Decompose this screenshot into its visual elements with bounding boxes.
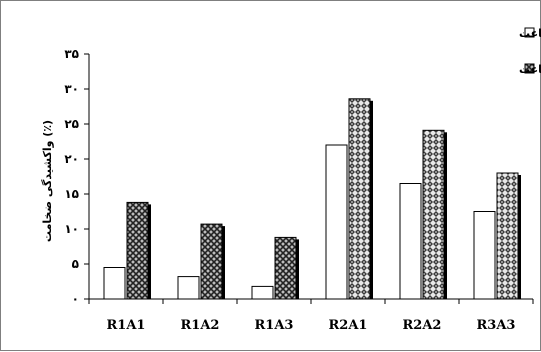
legend: پس از ۲ ساعت پس از ۲۴ ساعت (519, 27, 541, 76)
x-tick-label: R1A3 (255, 318, 294, 333)
legend-label-series-2: پس از ۲۴ ساعت (519, 63, 541, 76)
bar-r1a3-series-2 (274, 236, 297, 300)
legend-label-series-1: پس از ۲ ساعت (519, 27, 541, 40)
label-layer: ۰ ۵ ۱۰ ۱۵ ۲۰ ۲۵ ۳۰ ۳۵ R1A1 R1A2 R1A3 R2A1 R2A2 R3A3 (64, 47, 515, 333)
bar-r1a1-series-1 (103, 267, 126, 300)
bar-r1a3-series-1 (251, 285, 274, 300)
bar-r2a2-series-1 (399, 183, 422, 300)
bar-r1a1-series-2 (126, 201, 149, 300)
x-tick-label: R1A2 (181, 318, 220, 333)
y-tick-label: ۵ (72, 257, 79, 271)
y-tick-label: ۰ (72, 292, 79, 306)
legend-swatch-series-1 (524, 27, 535, 38)
y-tick-label: ۳۰ (64, 82, 79, 96)
y-tick-label: ۲۵ (64, 117, 79, 131)
axis-layer (84, 53, 534, 304)
bar-r2a1-series-1 (325, 144, 348, 300)
bar-r2a2-series-2 (422, 129, 445, 300)
x-tick-label: R2A1 (329, 318, 368, 333)
bar-r2a1-series-2 (348, 98, 371, 300)
y-axis-title: واکشیدگی ضخامت (٪) (41, 120, 54, 242)
x-tick-label: R3A3 (477, 318, 516, 333)
x-tick-label: R2A2 (403, 318, 442, 333)
y-tick-label: ۳۵ (64, 47, 79, 61)
y-tick-label: ۲۰ (64, 152, 79, 166)
legend-swatch-series-2 (524, 63, 535, 74)
x-tick-label: R1A1 (107, 318, 146, 333)
bar-layer (103, 98, 521, 300)
y-tick-label: ۱۰ (64, 222, 79, 236)
bar-r1a2-series-2 (200, 223, 223, 300)
bar-r3a3-series-1 (473, 211, 496, 300)
bar-r1a2-series-1 (177, 276, 200, 300)
bar-r3a3-series-2 (496, 172, 519, 300)
y-tick-label: ۱۵ (64, 187, 79, 201)
